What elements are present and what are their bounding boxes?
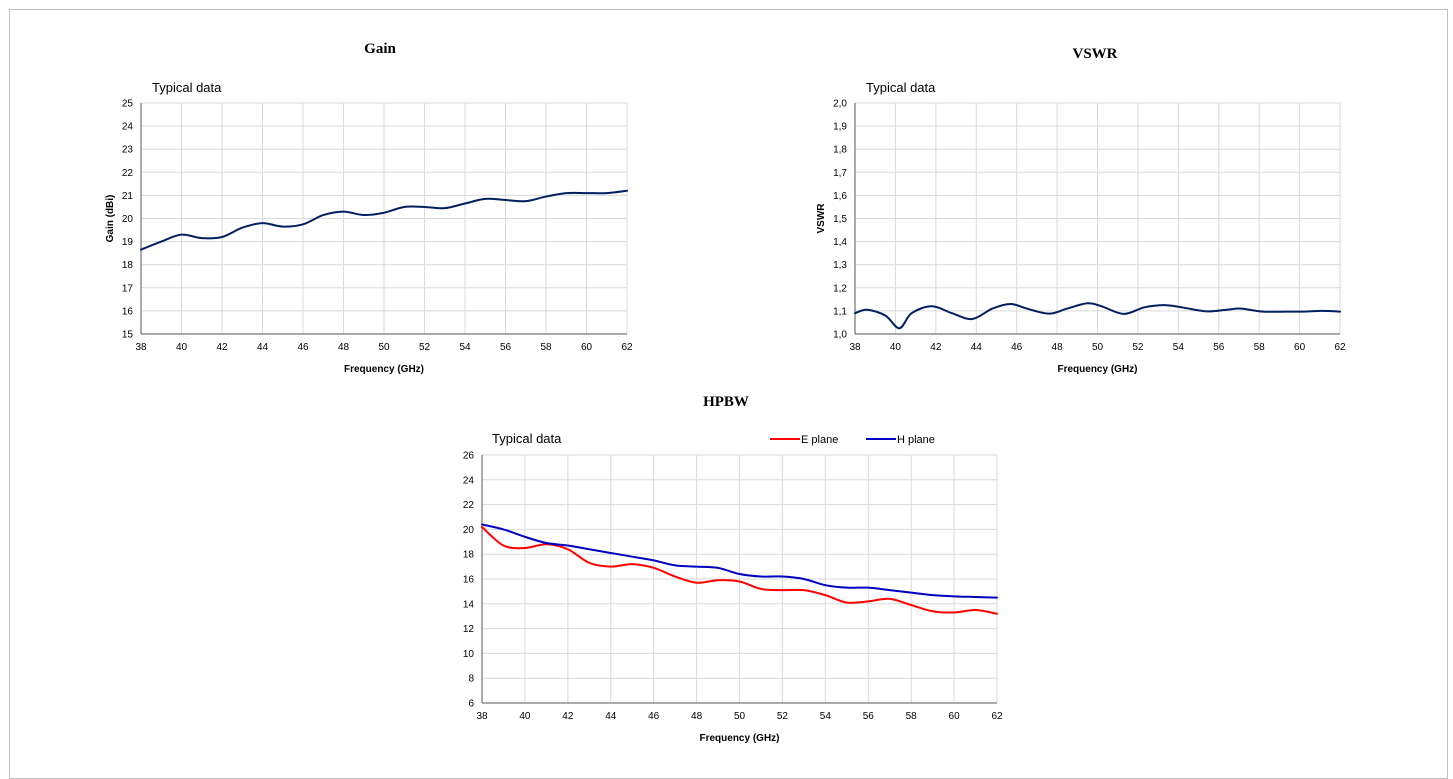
hpbw-y-tick-label: 20 (463, 525, 475, 536)
gain-x-tick-label: 56 (500, 342, 512, 353)
hpbw-x-tick-label: 40 (519, 711, 531, 722)
hpbw-chart-title: HPBW (703, 394, 749, 410)
hpbw-y-tick-label: 12 (463, 624, 475, 635)
hpbw-y-tick-label: 10 (463, 649, 475, 660)
hpbw-y-tick-label: 16 (463, 575, 475, 586)
gain-x-tick-label: 46 (297, 342, 309, 353)
gain-y-tick-label: 17 (122, 283, 134, 294)
hpbw-x-tick-label: 50 (734, 711, 746, 722)
vswr-x-tick-label: 58 (1254, 342, 1266, 353)
vswr-chart-title: VSWR (1072, 46, 1118, 62)
gain-y-tick-label: 25 (122, 99, 134, 110)
vswr-x-tick-label: 62 (1334, 342, 1346, 353)
vswr-y-tick-label: 1,3 (833, 260, 847, 271)
vswr-y-tick-label: 1,0 (833, 330, 847, 341)
hpbw-x-tick-label: 42 (562, 711, 574, 722)
vswr-x-axis-title: Frequency (GHz) (1057, 364, 1137, 375)
hpbw-x-tick-label: 44 (605, 711, 617, 722)
hpbw-x-tick-label: 46 (648, 711, 660, 722)
vswr-x-tick-label: 52 (1132, 342, 1144, 353)
vswr-y-tick-label: 1,6 (833, 191, 847, 202)
vswr-x-tick-label: 56 (1213, 342, 1225, 353)
hpbw-x-tick-label: 48 (691, 711, 703, 722)
hpbw-x-tick-label: 52 (777, 711, 789, 722)
hpbw-series-line-h-plane (481, 523, 998, 599)
gain-y-tick-label: 22 (122, 168, 134, 179)
vswr-series-line (854, 302, 1341, 330)
vswr-x-tick-label: 46 (1011, 342, 1023, 353)
vswr-y-tick-label: 2,0 (833, 99, 847, 110)
gain-y-tick-label: 18 (122, 260, 134, 271)
hpbw-y-tick-label: 22 (463, 500, 475, 511)
gain-x-tick-label: 54 (459, 342, 471, 353)
gain-x-axis-title: Frequency (GHz) (344, 364, 424, 375)
hpbw-x-tick-label: 54 (820, 711, 832, 722)
hpbw-legend: E plane H plane (770, 434, 935, 446)
gain-gridlines (140, 102, 628, 335)
vswr-y-tick-label: 1,1 (833, 306, 847, 317)
gain-x-tick-label: 48 (338, 342, 350, 353)
vswr-y-tick-label: 1,5 (833, 214, 847, 225)
gain-y-tick-label: 23 (122, 145, 134, 156)
vswr-y-tick-label: 1,2 (833, 283, 847, 294)
gain-x-tick-label: 40 (176, 342, 188, 353)
hpbw-legend-label: E plane (801, 434, 838, 446)
vswr-note: Typical data (866, 80, 936, 95)
hpbw-series-line-e-plane (481, 525, 998, 615)
vswr-x-tick-label: 50 (1092, 342, 1104, 353)
gain-x-tick-label: 44 (257, 342, 269, 353)
gain-chart: 38 40 42 44 46 48 50 52 54 56 58 60 62 15 16 17 18 19 20 21… (105, 80, 633, 375)
hpbw-gridlines (481, 454, 998, 704)
gain-x-tick-label: 62 (621, 342, 633, 353)
hpbw-y-tick-label: 24 (463, 475, 475, 486)
vswr-x-tick-label: 48 (1052, 342, 1064, 353)
gain-y-tick-label: 15 (122, 330, 134, 341)
vswr-x-tick-label: 42 (930, 342, 942, 353)
hpbw-x-tick-label: 62 (991, 711, 1003, 722)
vswr-y-tick-label: 1,4 (833, 237, 847, 248)
vswr-chart: 38 40 42 44 46 48 50 52 54 56 58 60 62 1,0 1,1 1,2 1,3 1,… (816, 80, 1346, 375)
gain-x-tick-label: 60 (581, 342, 593, 353)
hpbw-note: Typical data (492, 431, 562, 446)
vswr-x-tick-label: 40 (890, 342, 902, 353)
hpbw-legend-label: H plane (897, 434, 935, 446)
hpbw-x-tick-label: 58 (906, 711, 918, 722)
hpbw-x-tick-label: 56 (863, 711, 875, 722)
gain-y-tick-label: 24 (122, 122, 134, 133)
vswr-x-tick-label: 44 (971, 342, 983, 353)
gain-x-tick-label: 38 (135, 342, 147, 353)
hpbw-x-tick-label: 38 (476, 711, 488, 722)
hpbw-x-tick-label: 60 (949, 711, 961, 722)
gain-x-tick-label: 58 (540, 342, 552, 353)
gain-series-line (140, 189, 628, 251)
gain-y-axis-title: Gain (dBi) (105, 195, 116, 243)
vswr-y-tick-label: 1,9 (833, 122, 847, 133)
hpbw-x-axis-title: Frequency (GHz) (699, 733, 779, 744)
vswr-x-tick-label: 60 (1294, 342, 1306, 353)
gain-y-tick-label: 20 (122, 214, 134, 225)
gain-x-tick-label: 42 (216, 342, 228, 353)
vswr-x-tick-label: 38 (849, 342, 861, 353)
hpbw-y-tick-label: 18 (463, 550, 475, 561)
gain-y-tick-label: 16 (122, 306, 134, 317)
gain-note: Typical data (152, 80, 222, 95)
gain-x-tick-label: 52 (419, 342, 431, 353)
vswr-y-tick-label: 1,7 (833, 168, 847, 179)
hpbw-y-tick-label: 6 (468, 699, 474, 710)
gain-chart-title: Gain (364, 41, 396, 57)
gain-x-tick-label: 50 (378, 342, 390, 353)
gain-y-tick-label: 21 (122, 191, 134, 202)
hpbw-y-tick-label: 14 (463, 599, 475, 610)
hpbw-y-tick-label: 8 (468, 674, 474, 685)
hpbw-y-tick-label: 26 (463, 451, 475, 462)
hpbw-chart: 38 40 42 44 46 48 50 52 54 56 58 60 6268101214161820… (463, 431, 1003, 744)
vswr-y-tick-label: 1,8 (833, 145, 847, 156)
vswr-gridlines (854, 102, 1341, 335)
gain-y-tick-label: 19 (122, 237, 134, 248)
vswr-y-axis-title: VSWR (816, 203, 827, 234)
vswr-x-tick-label: 54 (1173, 342, 1185, 353)
